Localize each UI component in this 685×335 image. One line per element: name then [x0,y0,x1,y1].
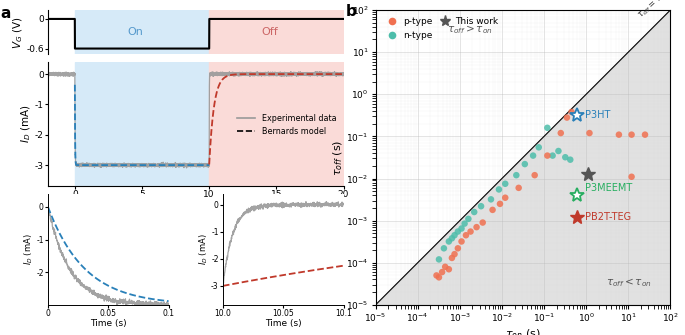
Point [542,125,553,130]
Point [440,264,451,269]
Point [500,195,511,200]
Point [511,173,522,178]
Text: P3MEEMT: P3MEEMT [580,183,633,195]
Point [565,157,576,162]
Text: P3HT: P3HT [586,110,611,120]
Point [626,174,637,180]
Bar [209,62,344,186]
Point [614,132,625,137]
Point [452,229,463,234]
Point [530,173,540,178]
Point [460,232,471,238]
Bar [75,10,209,55]
Point [477,220,488,225]
Point [434,257,445,262]
Bar [75,62,209,186]
Point [566,109,577,115]
Bar [209,10,344,55]
Y-axis label: $I_D$ (mA): $I_D$ (mA) [23,233,35,265]
Point [449,232,460,238]
Y-axis label: $I_D$ (mA): $I_D$ (mA) [20,105,34,143]
Legend: Experimental data, Bernards model: Experimental data, Bernards model [234,110,340,139]
Text: $\tau_{off} > \tau_{on}$: $\tau_{off} > \tau_{on}$ [447,23,493,36]
Text: $\tau_{off} < \tau_{on}$: $\tau_{off} < \tau_{on}$ [606,276,652,288]
Text: a: a [1,6,11,21]
X-axis label: $\tau_{on}$ (s): $\tau_{on}$ (s) [505,327,541,335]
Point [562,115,573,120]
Text: $\tau_{off} = \tau_{on}$: $\tau_{off} = \tau_{on}$ [636,0,671,21]
Text: On: On [127,27,143,37]
Text: b: b [346,4,357,19]
Point [452,246,463,251]
Point [487,207,498,212]
Point [519,161,530,167]
Point [475,204,486,209]
Y-axis label: $I_D$ (mA): $I_D$ (mA) [197,233,210,265]
Text: PB2T-TEG: PB2T-TEG [586,212,632,222]
Text: Off: Off [261,27,278,37]
Point [434,275,445,280]
Point [513,185,524,191]
Point [459,221,470,226]
Point [469,209,479,215]
Point [542,153,553,158]
Point [443,239,454,244]
X-axis label: Time (s): Time (s) [90,319,127,328]
Point [447,236,458,241]
Point [495,201,506,207]
Point [456,239,467,244]
Point [584,130,595,136]
Point [640,132,651,137]
Point [431,273,442,278]
Point [443,267,454,272]
Point [486,197,497,202]
Y-axis label: $V_G$ (V): $V_G$ (V) [11,16,25,49]
Point [556,130,566,136]
Point [553,148,564,154]
Point [456,226,467,231]
Point [626,132,637,137]
Point [500,181,511,187]
Point [471,224,482,230]
Point [438,246,449,251]
Point [534,145,545,150]
Y-axis label: $\tau_{off}$ (s): $\tau_{off}$ (s) [331,139,345,176]
Point [436,269,447,275]
Point [560,154,571,160]
Point [547,153,558,158]
Point [447,255,458,261]
Point [463,216,474,221]
Point [449,252,460,257]
Point [465,229,476,234]
Legend: p-type, n-type, This work: p-type, n-type, This work [380,14,501,43]
Point [527,153,538,158]
X-axis label: Time (s): Time (s) [265,319,301,328]
Point [493,187,504,192]
